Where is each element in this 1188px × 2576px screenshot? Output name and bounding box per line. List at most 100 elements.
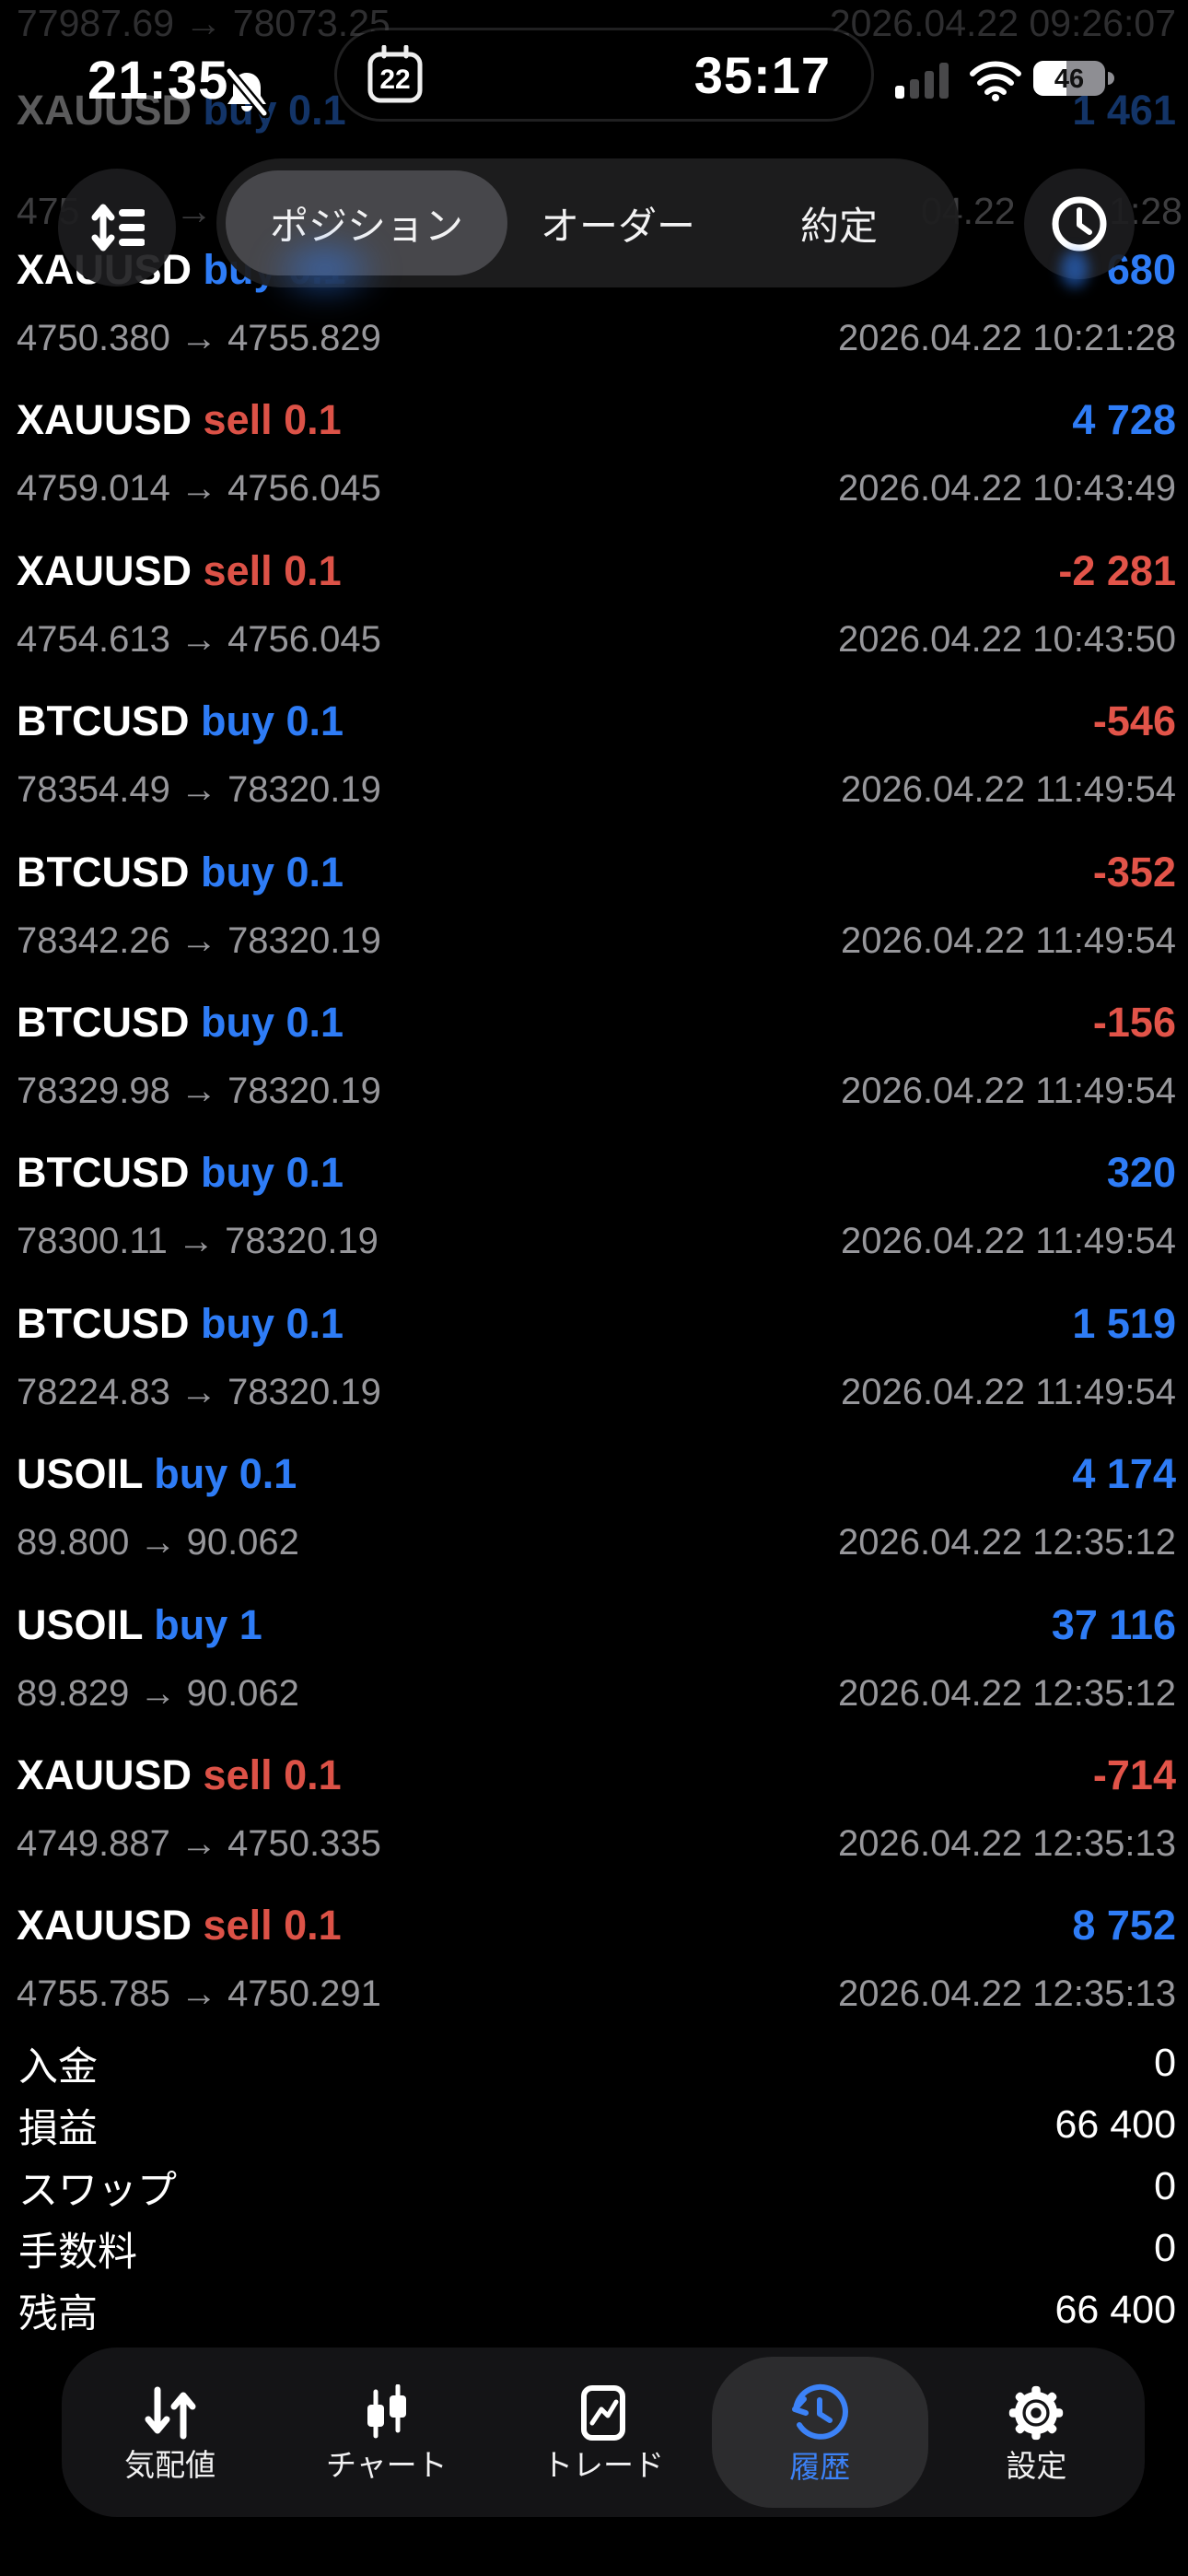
summary-row-commission: 手数料 0 (18, 2218, 1176, 2279)
history-row[interactable]: BTCUSD buy 0.1 -352 78342.26 → 78320.19 … (0, 849, 1188, 1000)
nav-label: 設定 (1006, 2448, 1067, 2483)
close-time: 2026.04.22 10:43:49 (837, 468, 1176, 509)
battery-percent: 46 (1054, 64, 1084, 94)
sort-icon (89, 202, 145, 253)
history-row[interactable]: BTCUSD buy 0.1 -546 78354.49 → 78320.19 … (0, 698, 1188, 849)
battery-icon: 46 (1033, 61, 1114, 98)
history-row[interactable]: XAUUSD sell 0.1 -714 4749.887 → 4750.335… (0, 1751, 1188, 1903)
price-change: 4759.014 → 4756.045 (17, 468, 381, 509)
settings-icon (1006, 2383, 1066, 2442)
summary-label: 損益 (18, 2106, 98, 2151)
close-time: 2026.04.22 12:35:13 (837, 1822, 1176, 1864)
summary-row-profit: 損益 66 400 (18, 2094, 1176, 2156)
row-headline: BTCUSD buy 0.1 1 519 (17, 1299, 1176, 1347)
summary-row-balance: 残高 66 400 (18, 2279, 1176, 2341)
price-change: 4754.613 → 4756.045 (17, 618, 381, 660)
row-subline: 4750.380 → 4755.829 2026.04.22 10:21:28 (17, 318, 1176, 358)
summary-label: 入金 (18, 2044, 98, 2090)
profit-value: -546 (1092, 697, 1176, 745)
chart-icon (357, 2383, 416, 2441)
price-change: 4750.380 → 4755.829 (17, 318, 381, 358)
symbol-line: XAUUSD sell 0.1 (17, 546, 342, 594)
history-row[interactable]: USOIL buy 0.1 4 174 89.800 → 90.062 2026… (0, 1451, 1188, 1601)
row-subline: 78342.26 → 78320.19 2026.04.22 11:49:54 (17, 920, 1176, 961)
row-subline: 4759.014 → 4756.045 2026.04.22 10:43:49 (17, 468, 1176, 509)
symbol: XAUUSD (17, 1902, 192, 1950)
row-headline: BTCUSD buy 0.1 -352 (17, 849, 1176, 896)
side-volume: buy 0.1 (201, 998, 344, 1046)
side-volume: buy 0.1 (201, 697, 344, 745)
tab-positions[interactable]: ポジション (226, 170, 508, 275)
row-headline: BTCUSD buy 0.1 -546 (17, 698, 1176, 744)
faded-history-row: XAUUSD buy 0.1 1 461 (17, 87, 1176, 135)
profit-value: -2 281 (1058, 546, 1176, 594)
symbol-line: BTCUSD buy 0.1 (17, 849, 344, 896)
nav-label: 履歴 (789, 2449, 851, 2484)
summary-row-swap: スワップ 0 (18, 2156, 1176, 2218)
nav-trade[interactable]: トレード (495, 2357, 711, 2508)
row-headline: XAUUSD sell 0.1 4 728 (17, 397, 1176, 443)
symbol-line: USOIL buy 0.1 (17, 1451, 297, 1497)
row-subline: 4755.785 → 4750.291 2026.04.22 12:35:13 (17, 1973, 1176, 2014)
history-icon (788, 2383, 851, 2443)
profit-value: 1 519 (1072, 1299, 1176, 1347)
live-timer: 35:17 (693, 45, 831, 104)
profit-value: 37 116 (1051, 1600, 1176, 1648)
nav-label: チャート (325, 2447, 448, 2482)
history-row[interactable]: XAUUSD sell 0.1 8 752 4755.785 → 4750.29… (0, 1903, 1188, 2053)
calendar-day: 22 (379, 64, 410, 95)
symbol: XAUUSD (17, 546, 192, 594)
calendar-icon: 22 (367, 45, 424, 104)
history-tabs: ポジション オーダー 約定 (216, 158, 959, 287)
symbol: BTCUSD (17, 1299, 190, 1347)
symbol: BTCUSD (17, 998, 190, 1046)
summary-value: 0 (1154, 2041, 1176, 2085)
history-row[interactable]: BTCUSD buy 0.1 320 78300.11 → 78320.19 2… (0, 1150, 1188, 1300)
tab-deals[interactable]: 約定 (800, 204, 879, 248)
side-volume: buy 0.1 (201, 848, 344, 896)
time-period-button[interactable] (1024, 169, 1135, 279)
symbol: BTCUSD (17, 1149, 190, 1197)
dynamic-island-timer[interactable]: 22 35:17 (337, 30, 871, 119)
close-time: 2026.04.22 11:49:54 (840, 769, 1176, 811)
symbol-line: XAUUSD sell 0.1 (17, 1751, 342, 1798)
nav-settings[interactable]: 設定 (928, 2357, 1145, 2508)
history-row[interactable]: BTCUSD buy 0.1 -156 78329.98 → 78320.19 … (0, 998, 1188, 1150)
close-time: 2026.04.22 12:35:12 (837, 1672, 1176, 1714)
side-volume: sell 0.1 (203, 546, 342, 594)
symbol: BTCUSD (17, 848, 190, 896)
history-row[interactable]: XAUUSD sell 0.1 -2 281 4754.613 → 4756.0… (0, 546, 1188, 698)
symbol-line: XAUUSD sell 0.1 (17, 397, 342, 443)
nav-history[interactable]: 履歴 (711, 2357, 928, 2508)
row-subline: 4754.613 → 4756.045 2026.04.22 10:43:50 (17, 619, 1176, 660)
price-change: 78300.11 → 78320.19 (17, 1221, 379, 1262)
history-row[interactable]: XAUUSD sell 0.1 4 728 4759.014 → 4756.04… (0, 397, 1188, 547)
history-row[interactable]: BTCUSD buy 0.1 1 519 78224.83 → 78320.19… (0, 1299, 1188, 1451)
row-headline: XAUUSD sell 0.1 8 752 (17, 1903, 1176, 1949)
profit-value: 320 (1106, 1149, 1176, 1197)
row-subline: 89.829 → 90.062 2026.04.22 12:35:12 (17, 1673, 1176, 1714)
row-headline: USOIL buy 1 37 116 (17, 1600, 1176, 1648)
account-summary: 入金 0 損益 66 400 スワップ 0 手数料 0 残高 66 400 (0, 2032, 1188, 2341)
symbol: BTCUSD (17, 697, 190, 745)
profit-value: 4 174 (1072, 1450, 1176, 1498)
history-row[interactable]: USOIL buy 1 37 116 89.829 → 90.062 2026.… (0, 1600, 1188, 1752)
symbol-line: BTCUSD buy 0.1 (17, 998, 344, 1046)
summary-value: 0 (1154, 2226, 1176, 2270)
history-list: XAUUSD buy 0.1 680 4750.380 → 4755.829 2… (0, 247, 1188, 2054)
summary-value: 66 400 (1054, 2288, 1176, 2332)
side-volume: sell 0.1 (203, 396, 342, 444)
row-subline: 78300.11 → 78320.19 2026.04.22 11:49:54 (17, 1221, 1176, 1261)
side-volume: buy 1 (154, 1600, 262, 1648)
row-subline: 78354.49 → 78320.19 2026.04.22 11:49:54 (17, 769, 1176, 810)
faded-close-time: 2026.04.22 09:26:07 (829, 2, 1176, 44)
sort-filter-button[interactable] (58, 169, 176, 287)
clock-time: 21:35 (87, 51, 229, 111)
summary-label: 残高 (18, 2291, 98, 2336)
price-change: 89.829 → 90.062 (17, 1672, 299, 1714)
nav-quotes[interactable]: 気配値 (62, 2357, 278, 2508)
side-volume: buy 0.1 (201, 1149, 344, 1197)
nav-charts[interactable]: チャート (278, 2357, 495, 2508)
tab-orders[interactable]: オーダー (541, 204, 696, 248)
